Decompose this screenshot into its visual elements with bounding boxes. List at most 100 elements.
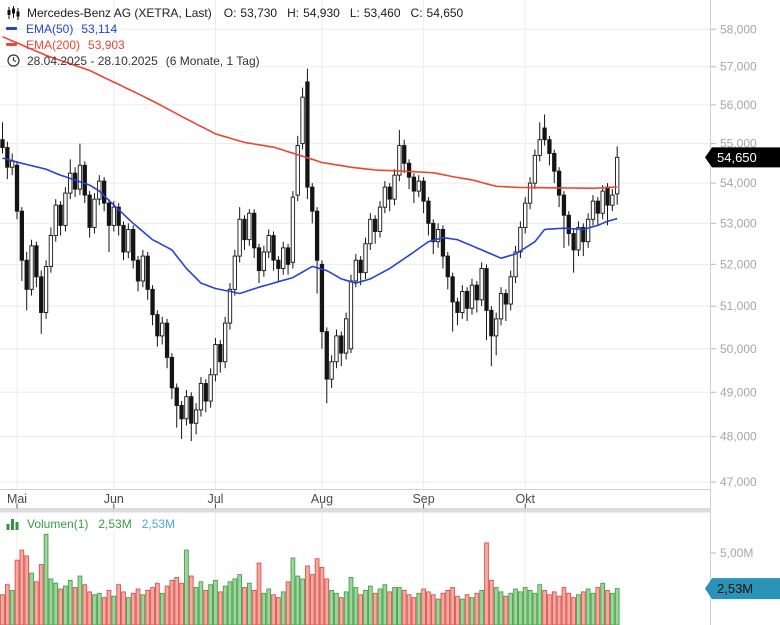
- price-tick-label: 54,000: [720, 176, 757, 190]
- volume-axis: 5,00M: [711, 546, 753, 560]
- candle-body: [532, 154, 538, 184]
- candle-body: [348, 280, 354, 350]
- candle-body: [87, 194, 92, 228]
- volume-bar: [450, 587, 455, 625]
- volume-bar: [121, 591, 126, 625]
- volume-bar: [4, 584, 10, 625]
- volume-bar: [179, 582, 184, 625]
- volume-bar: [401, 589, 407, 625]
- ema50-color-swatch: [6, 27, 17, 30]
- candle-body: [92, 198, 97, 228]
- last-volume-badge: 2,53M: [705, 578, 780, 600]
- volume-legend[interactable]: Volumen(1) 2,53M 2,53M: [6, 516, 180, 531]
- candle-body: [34, 245, 39, 278]
- candle-body: [174, 387, 179, 406]
- candle-body: [382, 186, 388, 208]
- candle-body: [252, 212, 257, 249]
- volume-bar: [387, 591, 393, 625]
- candle-body: [116, 206, 121, 226]
- candle-body: [416, 180, 421, 192]
- candle-body: [494, 318, 499, 337]
- volume-bar: [358, 594, 364, 625]
- volume-bar: [372, 592, 378, 625]
- candle-body: [537, 139, 542, 156]
- volume-bar: [600, 582, 606, 625]
- volume-bar: [101, 597, 107, 625]
- volume-bar: [58, 588, 63, 625]
- indicator-ema200[interactable]: EMA(200) 53,903: [6, 37, 463, 52]
- ema200-color-swatch: [6, 43, 17, 46]
- candlestick-chart-icon: [6, 5, 20, 20]
- volume-bar: [518, 591, 523, 625]
- volume-bar: [585, 588, 591, 625]
- volume-bar: [440, 592, 446, 625]
- volume-bar: [614, 588, 620, 625]
- volume-bar: [77, 575, 83, 625]
- candle-body: [145, 255, 150, 290]
- candle-body: [503, 293, 509, 305]
- candle-body: [310, 186, 315, 212]
- candle-body: [421, 180, 426, 202]
- panel-separator-bar: [0, 508, 710, 513]
- candle-body: [600, 190, 605, 214]
- candle-body: [445, 255, 450, 278]
- volume-bar: [459, 598, 465, 625]
- candle-body: [363, 243, 368, 274]
- candle-body: [131, 229, 136, 261]
- ema200-value: 53,903: [88, 37, 125, 52]
- volume-bar: [24, 555, 30, 625]
- candle-body: [605, 186, 610, 206]
- volume-bar: [464, 594, 470, 625]
- candle-body: [150, 288, 155, 316]
- close-value: 54,650: [426, 5, 464, 20]
- chart-header: Mercedes-Benz AG (XETRA, Last) O: 53,730 …: [6, 5, 463, 69]
- candle-body: [247, 212, 252, 241]
- volume-bar: [324, 578, 330, 625]
- volume-bar: [551, 591, 557, 625]
- volume-bar: [532, 592, 538, 625]
- volume-bar: [106, 589, 112, 625]
- volume-bar: [140, 594, 146, 625]
- volume-bar: [290, 557, 296, 625]
- open-value: 53,730: [240, 5, 278, 20]
- indicator-ema50[interactable]: EMA(50) 53,114: [6, 21, 463, 36]
- volume-bar: [513, 588, 518, 625]
- ema200-label: EMA(200): [26, 37, 81, 52]
- volume-bar: [208, 584, 213, 625]
- price-tick-label: 48,000: [720, 430, 757, 444]
- volume-bar: [159, 592, 165, 625]
- candle-body: [339, 335, 344, 354]
- ema50-label: EMA(50): [26, 21, 74, 36]
- last-price-badge-label: 54,650: [717, 150, 757, 165]
- volume-bar: [406, 594, 412, 625]
- candle-body: [0, 139, 5, 148]
- price-tick-label: 55,000: [720, 137, 757, 151]
- candle-body: [29, 245, 34, 290]
- candle-body: [155, 314, 160, 337]
- volume-bar: [184, 549, 189, 625]
- candle-body: [281, 247, 286, 269]
- volume-bar: [261, 592, 267, 625]
- volume-bar: [280, 591, 286, 625]
- candle-body: [435, 229, 441, 243]
- high-value: 54,930: [303, 5, 340, 20]
- candle-body: [58, 204, 63, 226]
- candle-body: [552, 152, 557, 172]
- volume-bar: [72, 587, 78, 625]
- volume-bar: [276, 597, 281, 625]
- candle-body: [547, 139, 552, 154]
- instrument-row: Mercedes-Benz AG (XETRA, Last) O: 53,730 …: [6, 5, 463, 20]
- volume-bar: [348, 577, 354, 625]
- volume-bar: [392, 587, 397, 625]
- candle-body: [68, 172, 73, 194]
- volume-bar: [411, 597, 417, 625]
- candle-body: [43, 265, 49, 313]
- candle-body: [285, 247, 291, 265]
- volume-bar: [503, 595, 509, 625]
- volume-bar: [19, 549, 25, 625]
- volume-bar: [561, 587, 567, 625]
- volume-bar: [266, 588, 272, 625]
- volume-bar: [556, 595, 562, 625]
